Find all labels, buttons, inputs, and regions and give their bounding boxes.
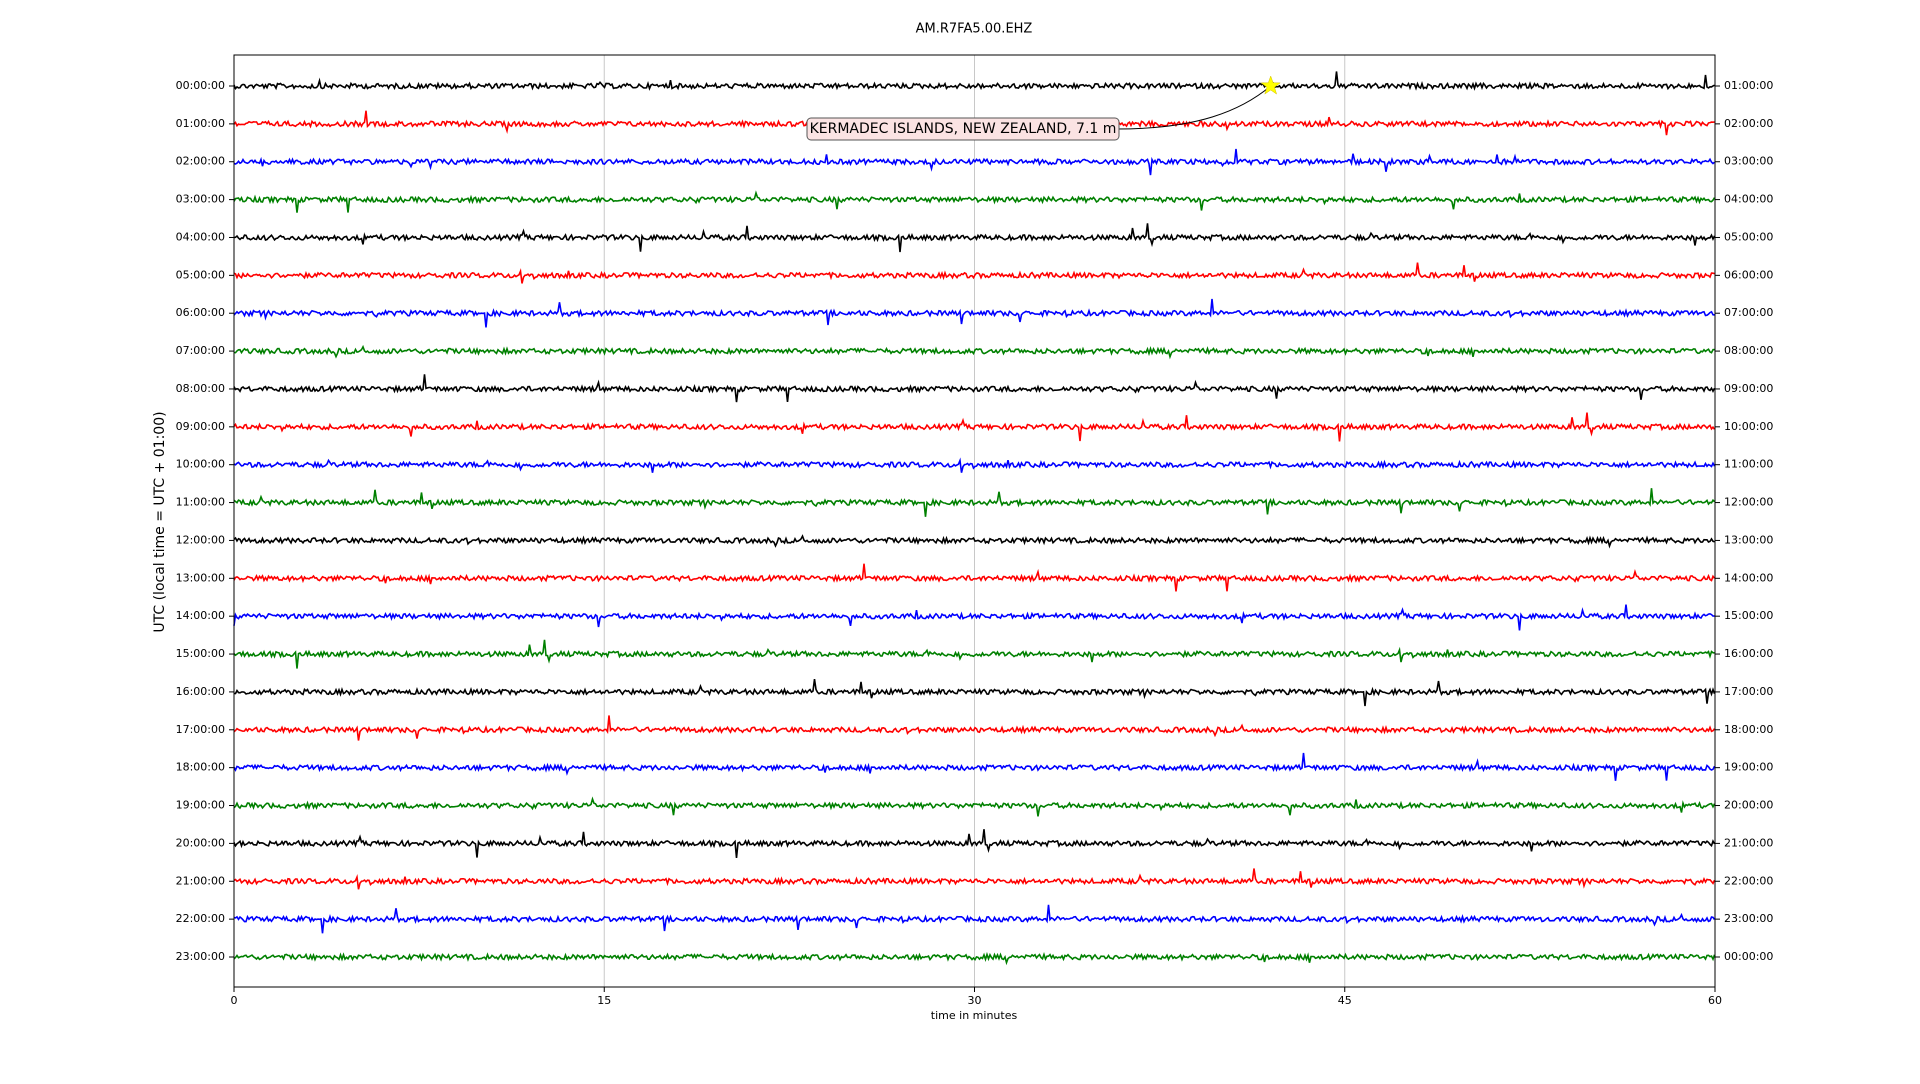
y-tick-label: 07:00:00 bbox=[176, 344, 225, 357]
trace bbox=[233, 298, 1715, 328]
y-tick-label-right: 06:00:00 bbox=[1724, 268, 1773, 281]
y-tick-label-right: 13:00:00 bbox=[1724, 533, 1773, 546]
y-tick-label: 21:00:00 bbox=[176, 874, 225, 887]
trace bbox=[233, 678, 1716, 707]
y-tick-label-right: 17:00:00 bbox=[1724, 685, 1773, 698]
y-tick-label: 15:00:00 bbox=[176, 647, 225, 660]
y-tick-label-right: 14:00:00 bbox=[1724, 571, 1773, 584]
x-tick-label: 15 bbox=[597, 994, 611, 1007]
y-tick-label-right: 15:00:00 bbox=[1724, 609, 1773, 622]
y-tick-label-right: 21:00:00 bbox=[1724, 836, 1773, 849]
y-tick-label-right: 11:00:00 bbox=[1724, 458, 1773, 471]
y-tick-label-right: 01:00:00 bbox=[1724, 79, 1773, 92]
y-tick-label: 12:00:00 bbox=[176, 533, 225, 546]
y-tick-label-right: 23:00:00 bbox=[1724, 912, 1773, 925]
y-tick-label: 14:00:00 bbox=[176, 609, 225, 622]
y-tick-label: 05:00:00 bbox=[176, 268, 225, 281]
trace bbox=[233, 190, 1716, 213]
trace bbox=[233, 148, 1716, 176]
y-tick-label-right: 16:00:00 bbox=[1724, 647, 1773, 660]
y-tick-label-right: 10:00:00 bbox=[1724, 420, 1773, 433]
trace bbox=[233, 639, 1715, 669]
annotation-box bbox=[806, 117, 1120, 141]
y-tick-label-right: 09:00:00 bbox=[1724, 382, 1773, 395]
y-tick-label: 20:00:00 bbox=[176, 836, 225, 849]
plot-frame bbox=[233, 54, 1716, 988]
y-tick-label-right: 04:00:00 bbox=[1724, 193, 1773, 206]
y-tick-label: 18:00:00 bbox=[176, 761, 225, 774]
y-tick-label: 10:00:00 bbox=[176, 458, 225, 471]
trace bbox=[233, 715, 1716, 741]
annotation-label: KERMADEC ISLANDS, NEW ZEALAND, 7.1 m bbox=[810, 121, 1117, 137]
trace bbox=[233, 829, 1716, 858]
y-tick-label: 01:00:00 bbox=[176, 117, 225, 130]
y-tick-label: 19:00:00 bbox=[176, 799, 225, 812]
y-tick-label-right: 19:00:00 bbox=[1724, 761, 1773, 774]
trace bbox=[233, 951, 1716, 966]
trace bbox=[233, 223, 1716, 253]
trace bbox=[233, 412, 1716, 442]
trace bbox=[233, 534, 1715, 549]
trace bbox=[233, 374, 1716, 403]
y-tick-label: 16:00:00 bbox=[176, 685, 225, 698]
y-tick-label-right: 20:00:00 bbox=[1724, 799, 1773, 812]
y-tick-label: 02:00:00 bbox=[176, 155, 225, 168]
y-tick-label-right: 00:00:00 bbox=[1724, 950, 1773, 963]
trace bbox=[233, 752, 1716, 781]
y-tick-label: 11:00:00 bbox=[176, 496, 225, 509]
trace bbox=[233, 71, 1715, 91]
trace bbox=[233, 488, 1716, 517]
y-tick-label-right: 12:00:00 bbox=[1724, 496, 1773, 509]
trace bbox=[233, 262, 1715, 284]
y-tick-label-right: 02:00:00 bbox=[1724, 117, 1773, 130]
trace bbox=[233, 904, 1716, 934]
trace bbox=[233, 796, 1716, 817]
trace bbox=[233, 344, 1715, 360]
x-tick-label: 45 bbox=[1338, 994, 1352, 1007]
y-tick-label: 09:00:00 bbox=[176, 420, 225, 433]
y-tick-label-right: 05:00:00 bbox=[1724, 230, 1773, 243]
trace bbox=[233, 457, 1716, 473]
y-tick-label-right: 07:00:00 bbox=[1724, 306, 1773, 319]
y-tick-label: 08:00:00 bbox=[176, 382, 225, 395]
y-tick-label: 17:00:00 bbox=[176, 723, 225, 736]
y-tick-label-right: 08:00:00 bbox=[1724, 344, 1773, 357]
y-tick-label: 04:00:00 bbox=[176, 230, 225, 243]
y-tick-label: 03:00:00 bbox=[176, 193, 225, 206]
y-tick-label: 23:00:00 bbox=[176, 950, 225, 963]
annotation-arrow bbox=[1116, 85, 1272, 130]
trace bbox=[233, 868, 1716, 890]
x-axis-label: time in minutes bbox=[931, 1009, 1018, 1022]
y-tick-label-right: 18:00:00 bbox=[1724, 723, 1773, 736]
trace bbox=[233, 604, 1715, 631]
trace bbox=[233, 563, 1716, 592]
x-tick-label: 0 bbox=[231, 994, 238, 1007]
event-marker bbox=[1260, 75, 1281, 95]
x-tick-label: 60 bbox=[1708, 994, 1722, 1007]
y-axis-label: UTC (local time = UTC + 01:00) bbox=[152, 411, 168, 632]
y-tick-label: 22:00:00 bbox=[176, 912, 225, 925]
x-tick-label: 30 bbox=[968, 994, 982, 1007]
y-tick-label: 00:00:00 bbox=[176, 79, 225, 92]
chart-title: AM.R7FA5.00.EHZ bbox=[916, 22, 1033, 37]
y-tick-label-right: 03:00:00 bbox=[1724, 155, 1773, 168]
y-tick-label: 06:00:00 bbox=[176, 306, 225, 319]
y-tick-label: 13:00:00 bbox=[176, 571, 225, 584]
y-tick-label-right: 22:00:00 bbox=[1724, 874, 1773, 887]
